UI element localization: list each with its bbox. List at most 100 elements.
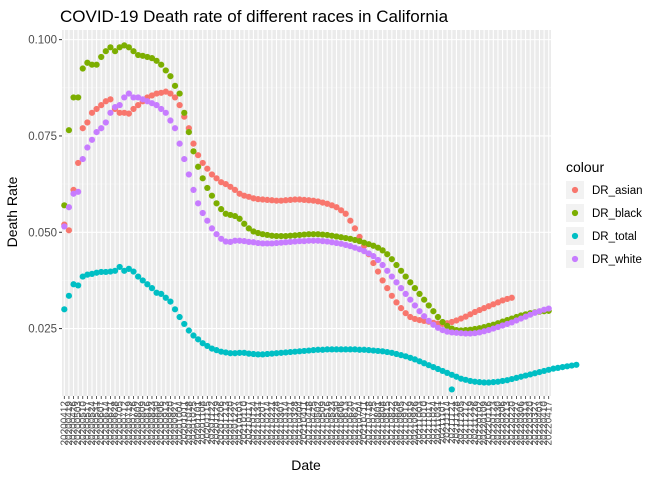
point-DR_total — [467, 377, 474, 385]
point-DR_asian — [98, 102, 105, 109]
point-DR_total — [347, 346, 354, 353]
point-DR_total — [319, 346, 326, 353]
point-DR_white — [79, 155, 86, 163]
point-DR_black — [384, 251, 391, 258]
point-DR_white — [162, 109, 169, 116]
point-DR_white — [199, 209, 206, 217]
point-DR_black — [153, 57, 160, 64]
point-DR_white — [411, 302, 419, 309]
point-DR_white — [241, 238, 248, 245]
point-DR_black — [287, 232, 294, 239]
x-tick-label: 20210124 — [248, 401, 259, 446]
point-DR_black — [393, 261, 400, 269]
x-tick-label: 20220410 — [539, 401, 550, 446]
x-tick-label: 20210704 — [355, 401, 366, 446]
point-DR_total — [218, 348, 225, 355]
x-tick-label: 20210307 — [276, 401, 287, 446]
y-tick-label: 0.100 — [28, 35, 57, 47]
point-DR_total — [310, 347, 317, 354]
x-tick-label: 20210509 — [318, 401, 329, 446]
x-tick-label: 20220306 — [516, 401, 527, 446]
point-DR_total — [199, 340, 206, 347]
point-DR_total — [305, 347, 312, 354]
point-DR_black — [411, 285, 419, 292]
point-DR_total — [75, 282, 82, 289]
point-DR_black — [296, 231, 303, 239]
point-DR_total — [278, 349, 285, 356]
x-tick-label: 20201011 — [179, 401, 190, 445]
point-DR_asian — [287, 196, 294, 204]
point-DR_white — [130, 94, 137, 101]
point-DR_asian — [291, 196, 299, 203]
point-DR_total — [125, 265, 132, 272]
x-tick-label: 20201213 — [221, 401, 232, 446]
x-tick-label: 20210103 — [235, 401, 246, 446]
point-DR_asian — [273, 197, 280, 204]
point-DR_total — [61, 306, 68, 313]
point-DR_asian — [397, 305, 405, 312]
x-tick-label: 20200607 — [96, 401, 107, 446]
point-DR_total — [259, 351, 266, 358]
chart-title: COVID-19 Death rate of different races i… — [60, 7, 449, 26]
point-DR_asian — [204, 165, 211, 172]
point-DR_asian — [370, 259, 377, 267]
point-DR_total — [185, 327, 192, 334]
series-DR_asian — [61, 88, 515, 328]
x-tick-label: 20210228 — [272, 401, 283, 446]
point-DR_black — [194, 163, 202, 170]
point-DR_white — [171, 125, 179, 132]
point-DR_total — [550, 365, 557, 372]
x-tick-label: 20200830 — [152, 401, 163, 446]
x-tick-label: 20210502 — [313, 401, 324, 446]
x-tick-label: 20220130 — [493, 401, 504, 446]
x-tick-label: 20211017 — [424, 401, 435, 445]
point-DR_total — [264, 350, 271, 358]
point-DR_total — [158, 290, 165, 298]
point-DR_white — [421, 313, 428, 320]
point-DR_black — [241, 220, 248, 227]
point-DR_total — [254, 351, 262, 358]
point-DR_white — [384, 267, 391, 274]
x-tick-label: 20220417 — [544, 401, 555, 446]
point-DR_asian — [227, 183, 234, 190]
x-tick-label: 20210516 — [322, 401, 333, 446]
point-DR_white — [434, 324, 442, 331]
point-DR_asian — [278, 197, 285, 204]
point-DR_asian — [259, 196, 266, 203]
data-points — [61, 42, 580, 393]
point-DR_total — [356, 346, 363, 353]
point-DR_black — [374, 244, 382, 251]
point-DR_total — [194, 336, 202, 343]
point-DR_asian — [93, 105, 100, 113]
point-DR_total — [231, 350, 239, 357]
point-DR_white — [88, 136, 96, 143]
point-DR_black — [439, 318, 446, 326]
x-tick-label: 20220220 — [507, 401, 518, 446]
x-tick-label: 20211114 — [442, 401, 453, 444]
point-DR_asian — [402, 310, 409, 317]
x-tick-label: 20200920 — [165, 401, 176, 446]
x-tick-label: 20220403 — [534, 401, 545, 446]
point-DR_black — [301, 231, 308, 238]
x-tick-label: 20220102 — [474, 401, 485, 446]
point-DR_white — [65, 204, 73, 211]
x-tick-label: 20201122 — [207, 401, 218, 445]
x-tick-label: 20211024 — [428, 401, 439, 445]
point-DR_black — [379, 247, 386, 254]
point-DR_asian — [153, 90, 160, 97]
point-DR_asian — [268, 197, 276, 204]
point-DR_black — [158, 61, 165, 68]
x-tick-label: 20210207 — [258, 401, 269, 446]
x-tick-label: 20201115 — [202, 401, 213, 444]
x-tick-label: 20201004 — [175, 401, 186, 446]
point-DR_asian — [347, 217, 354, 224]
x-tick-label: 20200809 — [138, 401, 149, 446]
point-DR_black — [181, 109, 188, 116]
point-DR_black — [314, 231, 322, 238]
x-tick-label: 20200628 — [110, 401, 121, 446]
x-tick-label: 20210131 — [253, 401, 264, 446]
x-tick-label: 20220313 — [521, 401, 532, 446]
y-tick-label: 0.025 — [28, 324, 57, 336]
point-DR_white — [462, 330, 469, 337]
point-DR_white — [98, 125, 105, 132]
